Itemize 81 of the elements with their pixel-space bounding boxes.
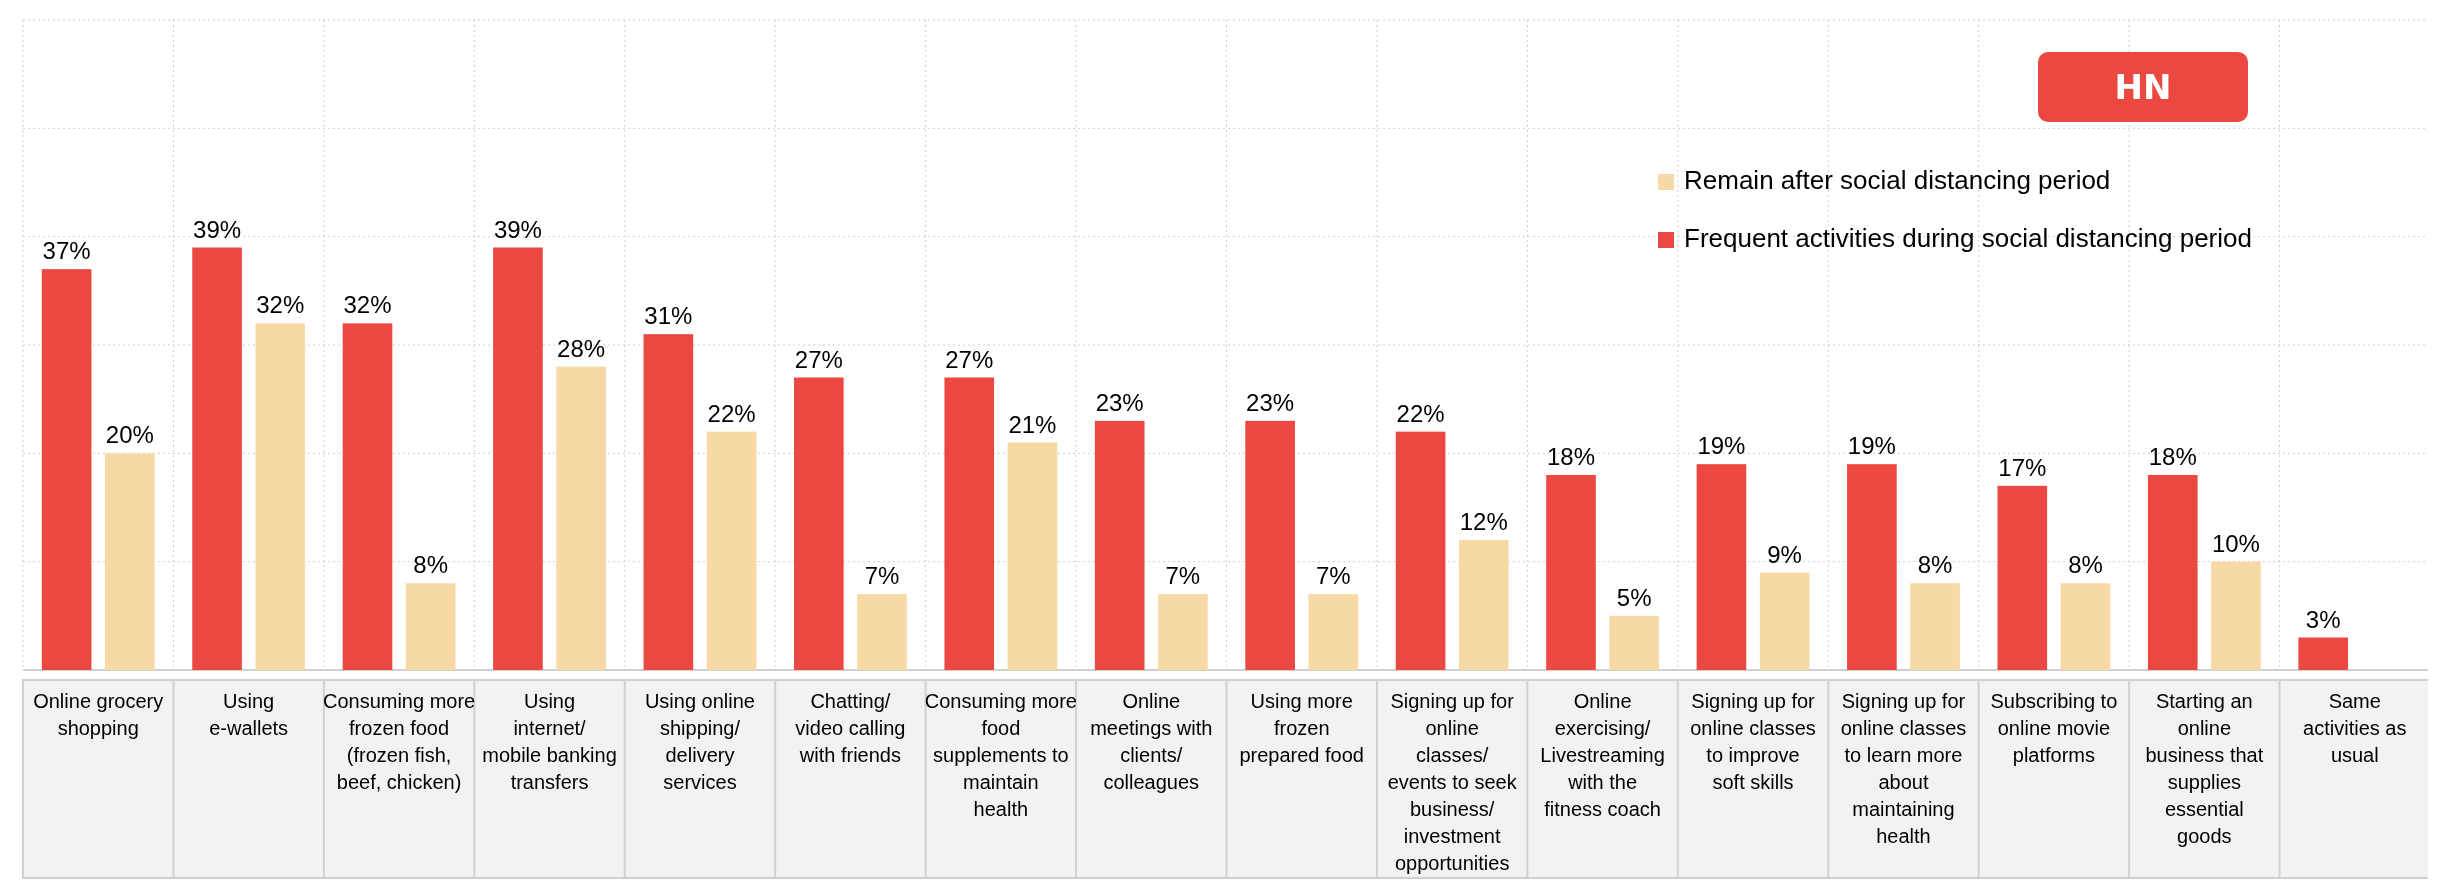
data-label: 5% — [1616, 583, 1652, 611]
data-label: 23% — [1095, 388, 1144, 416]
bar — [255, 323, 306, 670]
data-label: 17% — [1998, 453, 2047, 481]
x-tick-label: Same activities as usual — [2303, 690, 2407, 766]
x-tick-label: Online exercising/ Livestreaming with the fitness coach — [1540, 690, 1665, 820]
data-label: 19% — [1697, 432, 1746, 460]
data-label: 32% — [343, 291, 392, 319]
bar — [944, 377, 995, 670]
data-label: 3% — [2305, 605, 2341, 633]
data-label: 10% — [2211, 529, 2260, 557]
bar — [2298, 637, 2349, 670]
x-tick-label: Chatting/ video calling with friends — [795, 690, 906, 766]
x-tick-label: Consuming more food supplements to maintain health — [924, 690, 1077, 820]
x-tick-label: Using online shipping/delivery services — [644, 690, 756, 793]
x-tick-label: Signing up for online classes/ events to seek business/ investment opportunities — [1387, 690, 1518, 874]
data-label: 31% — [644, 302, 693, 330]
data-label: 39% — [493, 215, 542, 243]
legend-label: Frequent activities during social distancing period — [1684, 223, 2252, 253]
bar — [857, 594, 907, 670]
bar — [1094, 420, 1145, 670]
data-label: 12% — [1459, 508, 1508, 535]
bar — [1395, 431, 1446, 670]
bar — [41, 269, 92, 670]
bar — [1007, 442, 1058, 670]
bar — [342, 323, 393, 670]
data-label: 21% — [1008, 410, 1057, 438]
data-label: 22% — [1396, 399, 1445, 427]
bar — [2060, 583, 2111, 670]
bar — [1546, 475, 1596, 670]
data-label: 18% — [1546, 443, 1596, 470]
bar — [1458, 540, 1509, 670]
bar — [192, 247, 242, 670]
data-label: 9% — [1767, 540, 1802, 568]
data-label: 28% — [557, 334, 606, 362]
data-label: 8% — [413, 551, 449, 579]
bar — [493, 247, 543, 670]
data-label: 7% — [1315, 562, 1351, 590]
x-tick-label: Using internet/ mobile banking transfers — [482, 690, 617, 793]
data-label: 23% — [1246, 388, 1295, 416]
data-label: 18% — [2148, 443, 2197, 470]
x-tick-label: Using e-wallets — [209, 690, 289, 739]
bar — [1910, 583, 1960, 670]
bar — [1158, 594, 1208, 670]
bar — [1847, 464, 1897, 670]
bar — [1696, 464, 1747, 670]
bar — [1245, 420, 1295, 670]
data-label: 7% — [1165, 562, 1201, 590]
data-label: 8% — [1917, 551, 1953, 579]
bar — [104, 453, 155, 670]
bar — [556, 366, 606, 670]
bar — [405, 583, 456, 670]
data-label: 39% — [193, 215, 242, 243]
data-label: 7% — [864, 562, 900, 590]
bar — [1308, 594, 1359, 670]
bar — [1609, 615, 1659, 670]
bar — [706, 431, 757, 670]
bar — [2147, 475, 2198, 670]
bar — [643, 334, 694, 670]
x-tick-label: Signing up for online classes to improve soft skills — [1690, 690, 1816, 793]
x-tick-label: Consuming more frozen food (frozen fish, beef, chicken) — [322, 690, 476, 793]
data-label: 27% — [945, 345, 994, 373]
data-label: 37% — [42, 237, 91, 265]
legend-label: Remain after social distancing period — [1684, 165, 2111, 195]
bar — [2211, 561, 2261, 670]
data-label: 22% — [707, 399, 756, 427]
bar — [1997, 485, 2048, 670]
data-label: 19% — [1847, 432, 1896, 460]
x-tick-label: Using more frozen prepared food — [1239, 690, 1364, 766]
data-label: 8% — [2068, 551, 2103, 579]
data-label: 27% — [794, 345, 843, 373]
bar — [793, 377, 844, 670]
text: HN — [2114, 67, 2172, 107]
bar — [1759, 572, 1810, 670]
x-tick-label: Online meetings with clients/ colleagues — [1090, 690, 1213, 793]
x-tick-label: Signing up for online classes to learn more about maintaining health — [1840, 690, 1967, 847]
data-label: 20% — [105, 421, 154, 449]
data-label: 32% — [256, 291, 305, 319]
x-tick-label: Subscribing to online movie platforms — [1990, 690, 2118, 766]
x-tick-label: Starting an online business that supplies essential goods — [2145, 690, 2264, 847]
x-tick-label: Online grocery shopping — [33, 690, 164, 739]
